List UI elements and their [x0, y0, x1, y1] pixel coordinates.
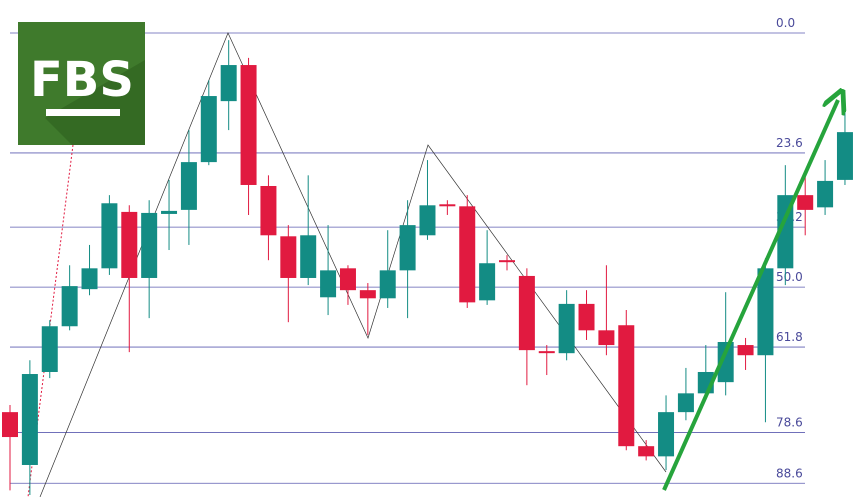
level-label: 50.0 — [776, 270, 803, 284]
candle-body — [717, 342, 734, 383]
candle-body — [439, 204, 456, 207]
logo-text: FBS — [30, 52, 134, 108]
candle-body — [121, 211, 138, 278]
candle-body — [459, 206, 476, 303]
dotted-line — [27, 144, 74, 497]
candle-body — [21, 374, 38, 465]
candle-body — [499, 260, 515, 263]
candle-body — [618, 325, 635, 447]
candle-body — [41, 326, 58, 372]
candle-body — [578, 303, 595, 331]
candle-body — [180, 162, 197, 210]
candle-body — [81, 268, 98, 290]
candle-body — [638, 446, 655, 457]
candle-body — [817, 180, 834, 208]
candle-body — [101, 203, 118, 269]
candle-body — [797, 195, 814, 210]
logo-bar — [46, 109, 120, 116]
level-label: 88.6 — [776, 466, 803, 480]
level-label: 0.0 — [776, 16, 795, 30]
candle-body — [220, 65, 237, 102]
candle-body — [598, 330, 615, 346]
logo-shadow — [45, 60, 145, 145]
candle-body — [479, 263, 496, 301]
candle-body — [240, 65, 257, 185]
candle-body — [161, 210, 178, 214]
candle-body — [538, 351, 555, 354]
candle-body — [399, 225, 416, 271]
candle-body — [419, 205, 436, 236]
zigzag — [39, 32, 667, 497]
candles — [2, 40, 853, 495]
level-label: 61.8 — [776, 330, 803, 344]
candle-body — [141, 212, 158, 278]
candle-body — [320, 270, 337, 298]
candle-body — [737, 345, 754, 356]
candle-body — [379, 270, 396, 299]
candle-body — [260, 185, 277, 236]
candle-body — [300, 235, 317, 278]
candle-body — [757, 268, 774, 356]
candle-body — [359, 290, 376, 299]
candle-body — [280, 236, 297, 278]
candle-body — [677, 393, 694, 413]
logo: FBS — [18, 22, 145, 145]
level-label: 78.6 — [776, 415, 803, 429]
candle-body — [61, 286, 78, 327]
candle-body — [2, 412, 18, 438]
candle-body — [836, 132, 853, 180]
candle-body — [558, 303, 575, 354]
candle-body — [518, 275, 535, 351]
trend-arrow — [662, 100, 838, 491]
candle-body — [200, 96, 217, 163]
level-label: 23.6 — [776, 136, 803, 150]
candle-body — [658, 412, 675, 457]
candle-body — [339, 268, 356, 291]
